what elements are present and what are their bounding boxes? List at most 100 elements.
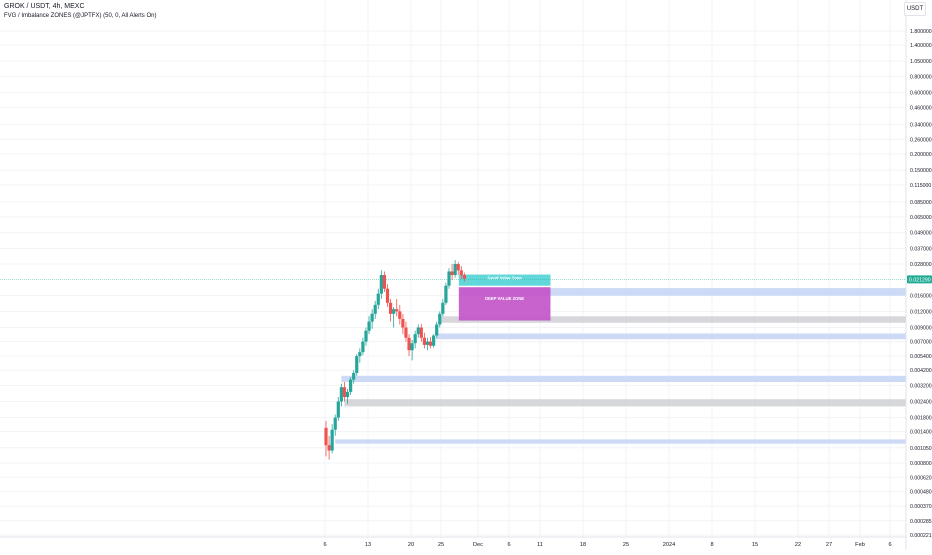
price-tick-label: 0.003200 — [910, 383, 932, 389]
price-tick-label: 1.400000 — [910, 43, 932, 49]
time-tick-label: 15 — [752, 542, 758, 548]
fvg-zone — [344, 399, 906, 407]
candle-body — [438, 313, 442, 325]
candle-body — [447, 271, 451, 286]
price-tick-label: 0.800000 — [910, 74, 932, 80]
time-tick-label: Dec — [473, 542, 483, 548]
fvg-zone — [335, 439, 907, 444]
candle-body — [419, 327, 423, 338]
time-tick-label: 25 — [623, 542, 629, 548]
indicator-legend[interactable]: FVG / Imbalance ZONES (@JPTFX) (50, 0, A… — [4, 13, 157, 19]
fvg-zones — [335, 288, 907, 444]
time-tick-label: 13 — [365, 542, 371, 548]
price-tick-label: 1.800000 — [910, 29, 932, 35]
time-tick-label: 2024 — [663, 542, 675, 548]
fvg-zone — [436, 333, 906, 340]
fvg-zone — [461, 288, 906, 296]
candle-body — [407, 337, 411, 351]
fvg-zone — [341, 375, 906, 383]
candle-body — [459, 270, 463, 276]
time-tick-label: 27 — [826, 542, 832, 548]
price-axis: 1.800000 1.400000 1.050000 0.800000 0.600000… — [905, 0, 932, 550]
price-tick-label: 0.115000 — [910, 183, 931, 189]
price-tick-label: 0.000800 — [910, 461, 932, 467]
candle-body — [444, 285, 448, 303]
time-tick-label: 6 — [888, 542, 891, 548]
price-tick-label: 0.000620 — [910, 475, 932, 481]
candle-body — [432, 335, 436, 346]
price-tick-label: 0.002400 — [910, 400, 932, 406]
candle-body — [342, 387, 347, 398]
currency-button[interactable]: USDT — [904, 2, 926, 16]
candle-body — [456, 264, 460, 271]
time-tick-label: 6 — [507, 542, 510, 548]
price-tick-label: 0.007000 — [910, 340, 932, 346]
symbol-title[interactable]: GROK / USDT, 4h, MEXC — [4, 3, 85, 10]
price-tick-label: 0.001800 — [910, 416, 932, 422]
price-tick-label: 0.200000 — [910, 152, 932, 158]
candle-body — [410, 343, 414, 351]
price-tick-label: 0.065000 — [910, 215, 932, 221]
candle-body — [355, 356, 359, 373]
price-tick-label: 0.260000 — [910, 137, 932, 143]
candle-body — [373, 304, 377, 314]
candle-body — [425, 341, 430, 345]
time-tick-label: 11 — [537, 542, 543, 548]
candle-body — [367, 321, 371, 331]
candle-body — [395, 309, 399, 312]
price-tick-label: 0.004200 — [910, 368, 932, 374]
candle-body — [404, 327, 408, 338]
deep-value-zone-label: DEEP VALUE ZONE — [485, 296, 524, 301]
candle-body — [376, 293, 380, 305]
deep-value-zone-box — [458, 287, 551, 321]
candle-body — [392, 309, 396, 314]
candle-body — [358, 352, 362, 357]
price-tick-label: 0.009000 — [910, 326, 932, 332]
candle-body — [379, 275, 383, 294]
candle-body — [398, 311, 402, 319]
time-tick-label: 8 — [710, 542, 713, 548]
time-tick-label: 22 — [795, 542, 801, 548]
candles — [324, 260, 466, 460]
candle-body — [327, 445, 331, 451]
grid — [0, 0, 906, 537]
candle-body — [428, 341, 433, 346]
price-tick-label: 0.001050 — [910, 446, 932, 452]
time-tick-label: 25 — [438, 542, 444, 548]
price-tick-label: 0.000480 — [910, 490, 932, 496]
price-tick-label: 0.005400 — [910, 354, 932, 360]
price-tick-label: 0.150000 — [910, 168, 932, 174]
candle-body — [435, 324, 439, 336]
candle-body — [345, 391, 350, 398]
price-tick-label: 0.028000 — [910, 262, 932, 268]
candle-body — [422, 337, 426, 345]
price-tick-label: 0.340000 — [910, 122, 932, 128]
candle-body — [330, 429, 334, 451]
candle-body — [416, 327, 420, 335]
candle-body — [349, 379, 353, 392]
candle-body — [413, 334, 417, 344]
candle-body — [370, 313, 374, 322]
price-tick-label: 0.460000 — [910, 105, 932, 111]
candle-body — [450, 271, 454, 276]
candle-body — [401, 318, 405, 328]
time-tick-label: 18 — [580, 542, 586, 548]
good-value-zone-label: Good Value Zone — [488, 276, 523, 281]
candle-body — [361, 341, 365, 353]
candle-body — [462, 275, 466, 279]
candle-body — [385, 288, 390, 303]
time-tick-label: 6 — [323, 542, 326, 548]
price-tick-label: 0.001400 — [910, 430, 932, 436]
candle-body — [382, 275, 387, 289]
last-price-line: 0.021290 — [0, 275, 932, 284]
candle-body — [336, 401, 340, 418]
price-tick-label: 0.049000 — [910, 231, 932, 237]
last-price-label: 0.021290 — [909, 277, 931, 283]
candle-body — [453, 264, 457, 276]
price-tick-label: 0.600000 — [910, 90, 932, 96]
fvg-zone — [439, 316, 906, 323]
candle-body — [333, 417, 337, 430]
price-tick-label: 0.085000 — [910, 200, 932, 206]
